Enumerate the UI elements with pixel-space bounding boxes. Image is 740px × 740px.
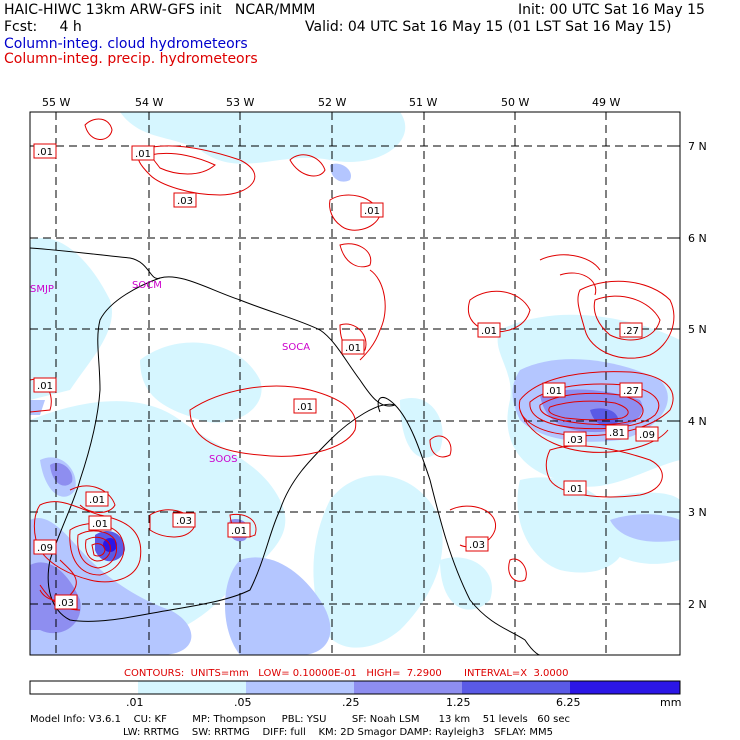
svg-text:.27: .27 bbox=[623, 386, 639, 397]
station-label: SMJP bbox=[30, 284, 54, 295]
contour-label: .01 bbox=[227, 522, 251, 538]
contour-label: .01 bbox=[131, 145, 155, 161]
svg-text:.01: .01 bbox=[231, 526, 247, 537]
contour-label: .01 bbox=[360, 202, 384, 218]
lat-label: 2 N bbox=[688, 598, 707, 611]
precip-contours bbox=[30, 118, 675, 611]
station-label: SOCA bbox=[282, 342, 310, 353]
svg-text:.01: .01 bbox=[37, 147, 53, 158]
colorbar-tick: 1.25 bbox=[446, 696, 471, 709]
svg-text:.27: .27 bbox=[623, 326, 639, 337]
contour-label: .01 bbox=[293, 398, 317, 414]
forecast-hour: Fcst: 4 h bbox=[4, 19, 82, 35]
svg-text:.03: .03 bbox=[567, 435, 583, 446]
init-time: Init: 00 UTC Sat 16 May 15 bbox=[518, 2, 705, 18]
svg-text:.09: .09 bbox=[639, 430, 655, 441]
model-info-line2: LW: RRTMG SW: RRTMG DIFF: full KM: 2D Sm… bbox=[123, 727, 553, 738]
svg-text:.01: .01 bbox=[89, 495, 105, 506]
model-info-line1: Model Info: V3.6.1 CU: KF MP: Thompson P… bbox=[30, 714, 570, 725]
contour-info: CONTOURS: UNITS=mm LOW= 0.10000E-01 HIGH… bbox=[124, 668, 569, 679]
contour-label: .03 bbox=[54, 594, 78, 610]
lon-label: 55 W bbox=[42, 96, 70, 109]
lon-label: 53 W bbox=[226, 96, 254, 109]
svg-text:.01: .01 bbox=[135, 149, 151, 160]
contour-label: .09 bbox=[33, 539, 57, 555]
svg-text:.03: .03 bbox=[469, 540, 485, 551]
lat-lon-grid bbox=[30, 112, 680, 655]
svg-text:.01: .01 bbox=[567, 484, 583, 495]
colorbar-tick: 6.25 bbox=[556, 696, 581, 709]
lon-label: 51 W bbox=[409, 96, 437, 109]
svg-text:.01: .01 bbox=[345, 343, 361, 354]
svg-text:.03: .03 bbox=[58, 598, 74, 609]
colorbar-tick: .05 bbox=[234, 696, 252, 709]
contour-label: .09 bbox=[635, 426, 659, 442]
colorbar-tick: .25 bbox=[342, 696, 360, 709]
field-precip-title: Column-integ. precip. hydrometeors bbox=[4, 51, 258, 67]
model-title: HAIC-HIWC 13km ARW-GFS init NCAR/MMM bbox=[4, 2, 316, 18]
lat-label: 5 N bbox=[688, 323, 707, 336]
lat-label: 4 N bbox=[688, 415, 707, 428]
contour-label: .03 bbox=[563, 431, 587, 447]
station-label: SOCM bbox=[132, 280, 162, 291]
field-cloud-title: Column-integ. cloud hydrometeors bbox=[4, 36, 248, 52]
svg-text:.01: .01 bbox=[364, 206, 380, 217]
colorbar-tick: .01 bbox=[126, 696, 144, 709]
svg-text:.01: .01 bbox=[92, 519, 108, 530]
lat-label: 6 N bbox=[688, 232, 707, 245]
contour-label: .01 bbox=[33, 377, 57, 393]
svg-text:.01: .01 bbox=[481, 326, 497, 337]
contour-label: .01 bbox=[33, 143, 57, 159]
contour-label: .27 bbox=[619, 382, 643, 398]
svg-text:.01: .01 bbox=[37, 381, 53, 392]
svg-text:.03: .03 bbox=[176, 516, 192, 527]
contour-label: .01 bbox=[477, 322, 501, 338]
lon-label: 52 W bbox=[318, 96, 346, 109]
contour-label: .01 bbox=[563, 480, 587, 496]
lat-label: 3 N bbox=[688, 506, 707, 519]
lon-label: 50 W bbox=[501, 96, 529, 109]
contour-label: .81 bbox=[605, 424, 629, 440]
valid-time: Valid: 04 UTC Sat 16 May 15 (01 LST Sat … bbox=[305, 19, 672, 35]
contour-labels: .01 .01 .03 .01 .01 .01 .01 .27 .01 .27 .81 .09 .03.… bbox=[33, 143, 659, 610]
svg-text:.01: .01 bbox=[546, 386, 562, 397]
svg-text:.03: .03 bbox=[177, 196, 193, 207]
contour-label: .01 bbox=[85, 491, 109, 507]
colorbar bbox=[29, 680, 681, 695]
colorbar-units: mm bbox=[660, 696, 681, 709]
svg-text:.01: .01 bbox=[297, 402, 313, 413]
contour-label: .01 bbox=[341, 339, 365, 355]
station-label: SOOS bbox=[209, 454, 237, 465]
coastline bbox=[30, 247, 541, 655]
contour-label: .03 bbox=[173, 192, 197, 208]
contour-label: .01 bbox=[542, 382, 566, 398]
contour-label: .01 bbox=[88, 515, 112, 531]
contour-label: .27 bbox=[619, 322, 643, 338]
map-frame bbox=[29, 111, 681, 656]
lon-label: 54 W bbox=[135, 96, 163, 109]
lon-label: 49 W bbox=[592, 96, 620, 109]
svg-text:.09: .09 bbox=[37, 543, 53, 554]
contour-label: .03 bbox=[465, 536, 489, 552]
lat-label: 7 N bbox=[688, 140, 707, 153]
contour-label: .03 bbox=[172, 512, 196, 528]
svg-text:.81: .81 bbox=[609, 428, 625, 439]
